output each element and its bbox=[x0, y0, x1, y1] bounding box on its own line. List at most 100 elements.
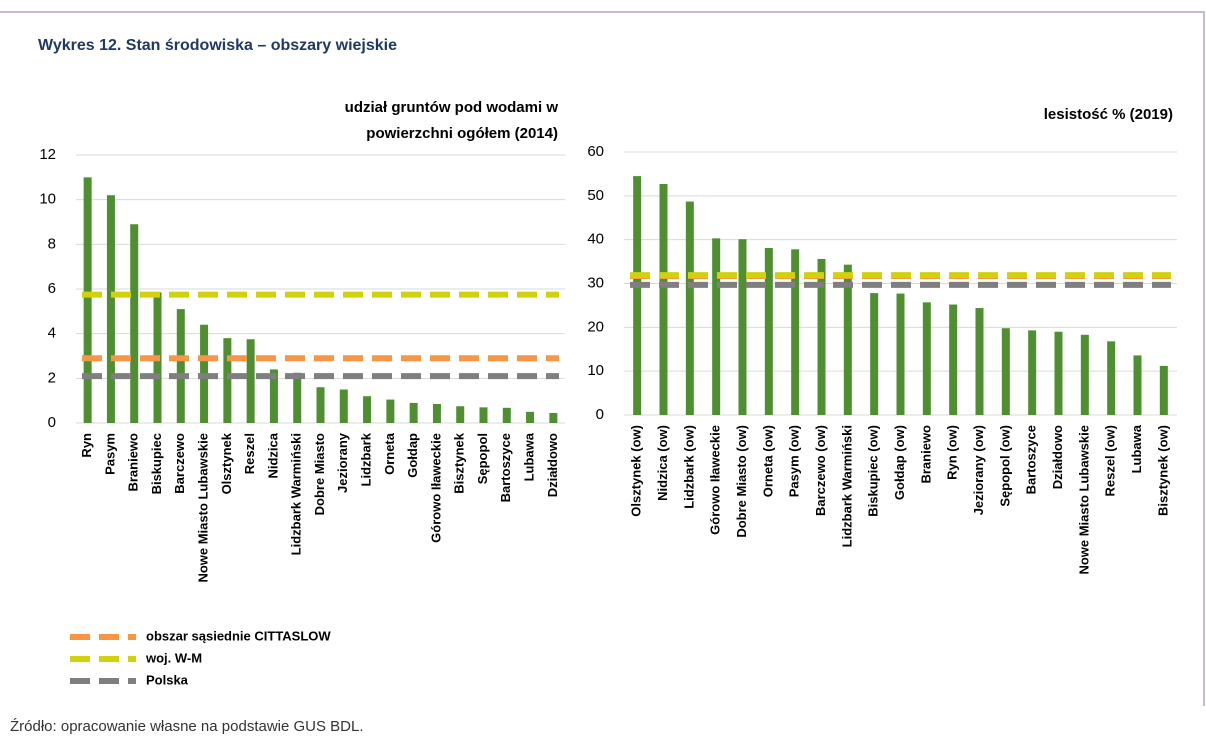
x-tick-label: Lidzbark Warmiński bbox=[839, 425, 854, 547]
x-tick-label: Sępopol (ow) bbox=[997, 425, 1012, 507]
x-tick-label: Dobre Miasto bbox=[312, 433, 327, 515]
chart-title: udział gruntów pod wodami w powierzchni … bbox=[344, 99, 558, 142]
bar bbox=[1054, 331, 1063, 415]
chart-title: lesistość % (2019) bbox=[1043, 106, 1173, 123]
bar bbox=[269, 369, 278, 423]
bar bbox=[1080, 334, 1089, 415]
bar bbox=[712, 238, 721, 415]
x-tick-label: Biskupiec (ow) bbox=[866, 425, 881, 517]
bar bbox=[817, 258, 826, 415]
bar bbox=[502, 407, 511, 423]
x-tick-label: Sępopol bbox=[475, 433, 490, 484]
y-tick-label: 30 bbox=[587, 274, 604, 291]
bar bbox=[685, 201, 694, 415]
x-tick-label: Olsztynek bbox=[219, 432, 234, 494]
y-tick-label: 20 bbox=[587, 318, 604, 335]
x-tick-label: Reszel bbox=[242, 433, 257, 474]
bar bbox=[549, 412, 558, 423]
bar bbox=[363, 396, 372, 423]
x-tick-label: Lubawa bbox=[522, 432, 537, 481]
x-tick-label: Orneta bbox=[382, 432, 397, 475]
bar bbox=[293, 372, 302, 423]
x-tick-label: Nowe Miasto Lubawskie bbox=[1076, 425, 1091, 575]
bar bbox=[843, 264, 852, 415]
x-tick-label: Bartoszyce bbox=[498, 433, 513, 502]
bar bbox=[1133, 355, 1142, 415]
x-tick-label: Bisztynek bbox=[452, 432, 467, 493]
bar bbox=[456, 406, 465, 423]
bar bbox=[922, 302, 931, 415]
bar bbox=[409, 402, 418, 423]
x-tick-label: Ryn bbox=[79, 433, 94, 458]
x-tick-label: Bisztynek (ow) bbox=[1155, 425, 1170, 516]
x-tick-label: Lidzbark (ow) bbox=[681, 425, 696, 509]
x-tick-label: Jeziorany (ow) bbox=[971, 425, 986, 515]
y-tick-label: 40 bbox=[587, 231, 604, 248]
x-tick-label: Gołdap (ow) bbox=[892, 425, 907, 500]
legend-label: woj. W-M bbox=[145, 650, 202, 665]
x-tick-label: Dobre Miasto (ow) bbox=[734, 425, 749, 538]
x-tick-label: Działdowo bbox=[545, 433, 560, 497]
bar bbox=[83, 177, 92, 423]
bar bbox=[791, 249, 800, 415]
bar bbox=[130, 224, 139, 423]
x-tick-label: Barczewo (ow) bbox=[813, 425, 828, 516]
legend-label: Polska bbox=[146, 672, 189, 687]
bar bbox=[633, 176, 642, 415]
x-tick-label: Braniewo bbox=[126, 433, 141, 492]
y-tick-label: 12 bbox=[39, 146, 56, 163]
source: Źródło: opracowanie własne na podstawie … bbox=[10, 718, 364, 735]
x-tick-label: Gołdap bbox=[405, 433, 420, 478]
x-tick-label: Lidzbark Warmiński bbox=[289, 433, 304, 555]
y-tick-label: 0 bbox=[596, 406, 604, 423]
bar bbox=[176, 309, 185, 423]
y-tick-label: 6 bbox=[48, 280, 56, 297]
x-tick-label: Jeziorany bbox=[335, 432, 350, 493]
y-tick-label: 4 bbox=[48, 325, 56, 342]
bar bbox=[106, 195, 115, 423]
x-tick-label: Barczewo bbox=[172, 433, 187, 494]
bar bbox=[339, 389, 348, 423]
bar bbox=[1001, 328, 1010, 415]
bar bbox=[949, 304, 958, 415]
bar bbox=[1159, 365, 1168, 415]
y-tick-label: 50 bbox=[587, 187, 604, 204]
bar bbox=[526, 411, 535, 423]
bar bbox=[316, 387, 325, 423]
x-tick-label: Nidzica bbox=[265, 432, 280, 478]
figure-title: Wykres 12. Stan środowiska – obszary wie… bbox=[38, 37, 397, 54]
bar bbox=[870, 293, 879, 415]
y-tick-label: 8 bbox=[48, 235, 56, 252]
x-tick-label: Działdowo bbox=[1050, 425, 1065, 489]
y-tick-label: 2 bbox=[48, 369, 56, 386]
bar bbox=[1107, 341, 1116, 415]
legend-label: obszar sąsiednie CITTASLOW bbox=[146, 628, 331, 643]
bar bbox=[223, 338, 232, 423]
y-tick-label: 10 bbox=[587, 362, 604, 379]
bar bbox=[386, 399, 395, 423]
bar bbox=[738, 239, 747, 415]
x-tick-label: Górowo Iławeckie bbox=[708, 425, 723, 535]
bar bbox=[896, 293, 905, 415]
x-tick-label: Ryn (ow) bbox=[945, 425, 960, 480]
bar bbox=[432, 404, 441, 423]
x-tick-label: Orneta (ow) bbox=[760, 425, 775, 497]
x-tick-label: Biskupiec bbox=[149, 433, 164, 494]
x-tick-label: Braniewo bbox=[918, 425, 933, 484]
x-tick-label: Górowo Iławeckie bbox=[428, 433, 443, 543]
y-tick-label: 10 bbox=[39, 191, 56, 208]
x-tick-label: Lubawa bbox=[1129, 424, 1144, 473]
bar bbox=[1028, 330, 1037, 415]
bar bbox=[246, 339, 255, 423]
x-tick-label: Pasym (ow) bbox=[787, 425, 802, 497]
bar bbox=[764, 247, 773, 415]
bar bbox=[975, 308, 984, 415]
x-tick-label: Pasym bbox=[102, 433, 117, 475]
x-tick-label: Reszel (ow) bbox=[1103, 425, 1118, 497]
x-tick-label: Lidzbark bbox=[359, 432, 374, 486]
y-tick-label: 60 bbox=[587, 143, 604, 160]
x-tick-label: Olsztynek (ow) bbox=[629, 425, 644, 517]
y-tick-label: 0 bbox=[48, 414, 56, 431]
x-tick-label: Nidzica (ow) bbox=[655, 425, 670, 501]
